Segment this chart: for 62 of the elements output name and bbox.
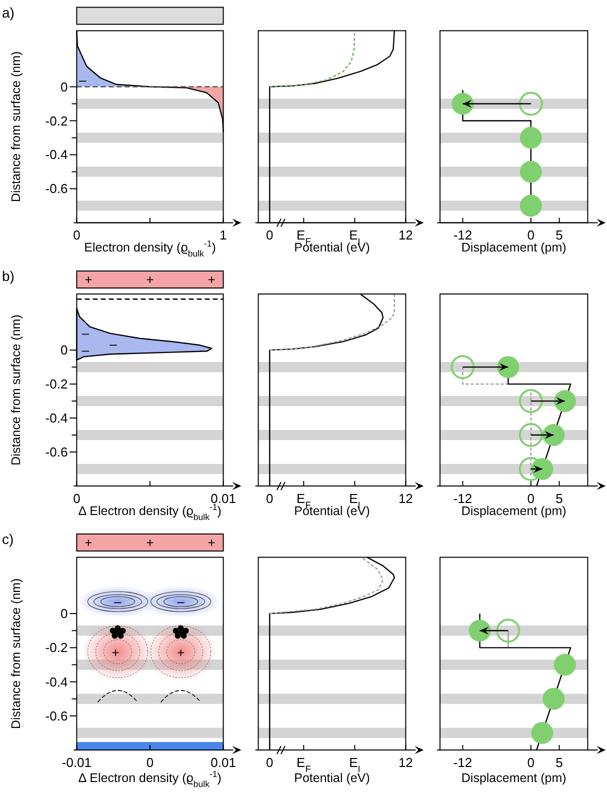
y-tick-label: 0 <box>60 79 68 94</box>
x-tick-label: 0 <box>266 755 274 770</box>
x-tick-label: 0 <box>527 491 535 506</box>
x-tick-label: -12 <box>453 755 472 770</box>
x-tick-label: 5 <box>556 491 563 506</box>
x-tick-label: 12 <box>398 228 413 243</box>
text: + <box>84 272 92 287</box>
x-tick-label: 0 <box>73 228 80 243</box>
x-axis-title: ∆ Electron density (ϱ$_{bulk}$$^{-1}$) <box>78 769 222 789</box>
x-tick-label: 0 <box>73 491 80 506</box>
x-tick-label: 12 <box>398 755 413 770</box>
x-tick-label: -12 <box>453 228 472 243</box>
y-tick-label: 0 <box>60 606 68 622</box>
text: + <box>208 272 216 287</box>
x-tick-label: E$_{I}$ <box>349 755 360 774</box>
x-tick-label: 5 <box>556 755 563 770</box>
y-tick-label: -0.2 <box>45 376 68 392</box>
text: + <box>146 272 154 287</box>
x-tick-label: 0 <box>146 755 154 770</box>
y-axis-title: Distance from surface (nm) <box>9 578 23 730</box>
x-tick-label: 0 <box>527 228 535 243</box>
y-tick-label: -0.6 <box>45 444 68 460</box>
x-tick-label: 1 <box>220 228 227 243</box>
y-axis-title: Distance from surface (nm) <box>9 51 23 202</box>
x-axis-title: Potential (eV) <box>294 771 370 785</box>
annotation: – <box>82 342 90 358</box>
chart-title: b) <box>2 268 14 284</box>
y-tick-label: -0.2 <box>45 640 68 656</box>
x-axis-title: Displacement (pm) <box>461 504 566 518</box>
annotation: – <box>114 594 122 610</box>
annotation: + <box>112 644 120 660</box>
y-tick-label: -0.6 <box>45 181 68 196</box>
y-tick-label: 0 <box>60 342 68 358</box>
annotation: – <box>110 336 118 352</box>
annotation: – <box>78 72 87 88</box>
chart-title: c) <box>2 531 14 547</box>
y-tick-label: -0.4 <box>45 147 68 162</box>
x-axis-title: Displacement (pm) <box>461 771 566 785</box>
x-tick-label: 0 <box>266 228 274 243</box>
x-tick-label: 12 <box>398 491 413 506</box>
x-tick-label: E$_{F}$ <box>296 755 312 774</box>
chart-title: a) <box>2 4 14 20</box>
text: + <box>208 535 216 550</box>
y-tick-label: -0.6 <box>45 708 68 724</box>
x-axis-title: ∆ Electron density (ϱ$_{bulk}$$^{-1}$) <box>78 502 222 522</box>
annotation: – <box>177 594 186 610</box>
y-axis-title: Distance from surface (nm) <box>9 314 23 466</box>
y-tick-label: -0.4 <box>45 410 68 426</box>
y-tick-label: -0.2 <box>45 113 68 128</box>
x-tick-label: 0 <box>527 755 535 770</box>
x-tick-label: -12 <box>453 491 472 506</box>
text: + <box>146 535 154 550</box>
x-tick-label: 0.01 <box>210 755 236 770</box>
x-tick-label: 5 <box>556 228 563 243</box>
x-tick-label: -0.01 <box>62 755 92 770</box>
x-axis-title: Electron density (ϱ$_{bulk}$$^{-1}$) <box>84 238 216 259</box>
annotation: – <box>82 326 90 341</box>
y-tick-label: -0.4 <box>45 674 68 690</box>
x-tick-label: 0 <box>266 491 274 506</box>
x-axis-title: Displacement (pm) <box>461 240 566 255</box>
annotation: + <box>176 644 185 660</box>
text: + <box>84 535 92 550</box>
